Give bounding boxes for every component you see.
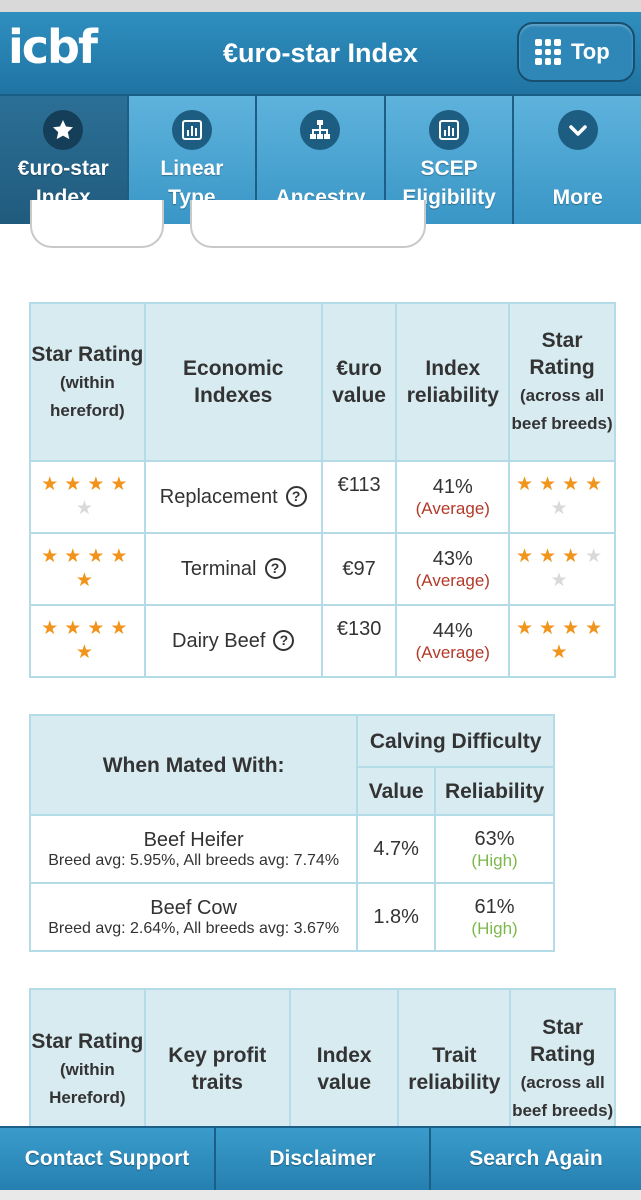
header-economic-indexes: Economic Indexes	[143, 302, 323, 462]
table-row: ★★★★ ★ Terminal? €97 43% (Average) ★★★★ ★	[29, 532, 616, 606]
contact-support-button[interactable]: Contact Support	[0, 1126, 216, 1190]
calving-value: 4.7%	[356, 814, 437, 884]
scrolled-button-left[interactable]	[30, 200, 164, 248]
star-rating-within: ★★★★ ★	[29, 604, 146, 678]
help-icon[interactable]: ?	[264, 557, 286, 579]
economic-index-table: Star Rating (within hereford) Economic In…	[29, 302, 616, 678]
header-reliability: Reliability	[434, 766, 555, 816]
calving-reliability: 61% (High)	[434, 882, 555, 952]
tab-label-line2: More	[552, 186, 603, 209]
help-icon[interactable]: ?	[273, 629, 295, 651]
calving-value: 1.8%	[356, 882, 437, 952]
header-key-profit-traits: Key profit traits	[143, 988, 291, 1150]
footer-bar: Contact Support Disclaimer Search Again	[0, 1126, 641, 1190]
star-rating-across: ★★★★ ★	[508, 460, 616, 534]
header-star-rating-across: Star Rating (across all beef breeds)	[509, 988, 616, 1150]
header-index-value: Index value	[288, 988, 400, 1150]
header-euro-value: €uro value	[320, 302, 398, 462]
top-button[interactable]: Top	[517, 22, 635, 82]
search-again-button[interactable]: Search Again	[431, 1126, 641, 1190]
grid-icon	[535, 39, 561, 65]
star-rating-across: ★★★★ ★	[508, 604, 616, 678]
euro-value: €97	[320, 532, 398, 606]
header-when-mated-with: When Mated With:	[28, 714, 359, 816]
header-calving-difficulty: Calving Difficulty	[356, 714, 555, 768]
bar-chart-icon	[171, 110, 212, 150]
tab-more[interactable]: More	[514, 94, 641, 224]
table-row: Beef Heifer Breed avg: 5.95%, All breeds …	[28, 814, 555, 884]
header-star-rating-within: Star Rating (within Hereford)	[29, 988, 146, 1150]
tab-label-line1: SCEP	[420, 157, 478, 180]
mated-with-cell: Beef Cow Breed avg: 2.64%, All breeds avg…	[28, 882, 359, 952]
table-row: ★★★★ ★ Dairy Beef? €130 44% (Average) ★★★★…	[29, 604, 616, 678]
key-profit-traits-table: Star Rating (within Hereford) Key profit …	[29, 988, 616, 1150]
calving-difficulty-table: When Mated With: Calving Difficulty Valu…	[28, 714, 555, 952]
header-value: Value	[356, 766, 437, 816]
euro-value: €113	[320, 460, 398, 534]
tab-label-line1: Linear	[160, 157, 224, 180]
index-reliability: 43% (Average)	[395, 532, 511, 606]
table-row: Beef Cow Breed avg: 2.64%, All breeds avg…	[28, 882, 555, 952]
index-name: Replacement?	[143, 460, 323, 534]
header-star-rating-within: Star Rating (within hereford)	[29, 302, 146, 462]
chevron-down-icon	[557, 110, 598, 150]
star-rating-within: ★★★★ ★	[29, 460, 146, 534]
star-icon	[43, 110, 84, 150]
status-bar	[0, 0, 641, 12]
mated-with-cell: Beef Heifer Breed avg: 5.95%, All breeds …	[28, 814, 359, 884]
top-button-label: Top	[571, 39, 610, 64]
star-rating-across: ★★★★ ★	[508, 532, 616, 606]
scrolled-button-right[interactable]	[190, 200, 426, 248]
index-name: Terminal?	[143, 532, 323, 606]
icbf-logo[interactable]: icbf	[8, 20, 98, 74]
header-index-reliability: Index reliability	[395, 302, 511, 462]
page-title: €uro-star Index	[222, 38, 419, 68]
bar-chart-icon	[429, 110, 470, 150]
index-reliability: 44% (Average)	[395, 604, 511, 678]
euro-value: €130	[320, 604, 398, 678]
system-nav-bar	[0, 1190, 641, 1200]
disclaimer-button[interactable]: Disclaimer	[216, 1126, 431, 1190]
header-trait-reliability: Trait reliability	[397, 988, 512, 1150]
index-name: Dairy Beef?	[143, 604, 323, 678]
table-row: ★★★★ ★ Replacement? €113 41% (Average) ★★★…	[29, 460, 616, 534]
tab-label-line1: €uro-star	[17, 157, 109, 180]
index-reliability: 41% (Average)	[395, 460, 511, 534]
hierarchy-icon	[300, 110, 341, 150]
calving-reliability: 63% (High)	[434, 814, 555, 884]
app-header: icbf €uro-star Index Top	[0, 12, 641, 94]
star-rating-within: ★★★★ ★	[29, 532, 146, 606]
help-icon[interactable]: ?	[285, 485, 307, 507]
header-star-rating-across: Star Rating (across all beef breeds)	[508, 302, 616, 462]
